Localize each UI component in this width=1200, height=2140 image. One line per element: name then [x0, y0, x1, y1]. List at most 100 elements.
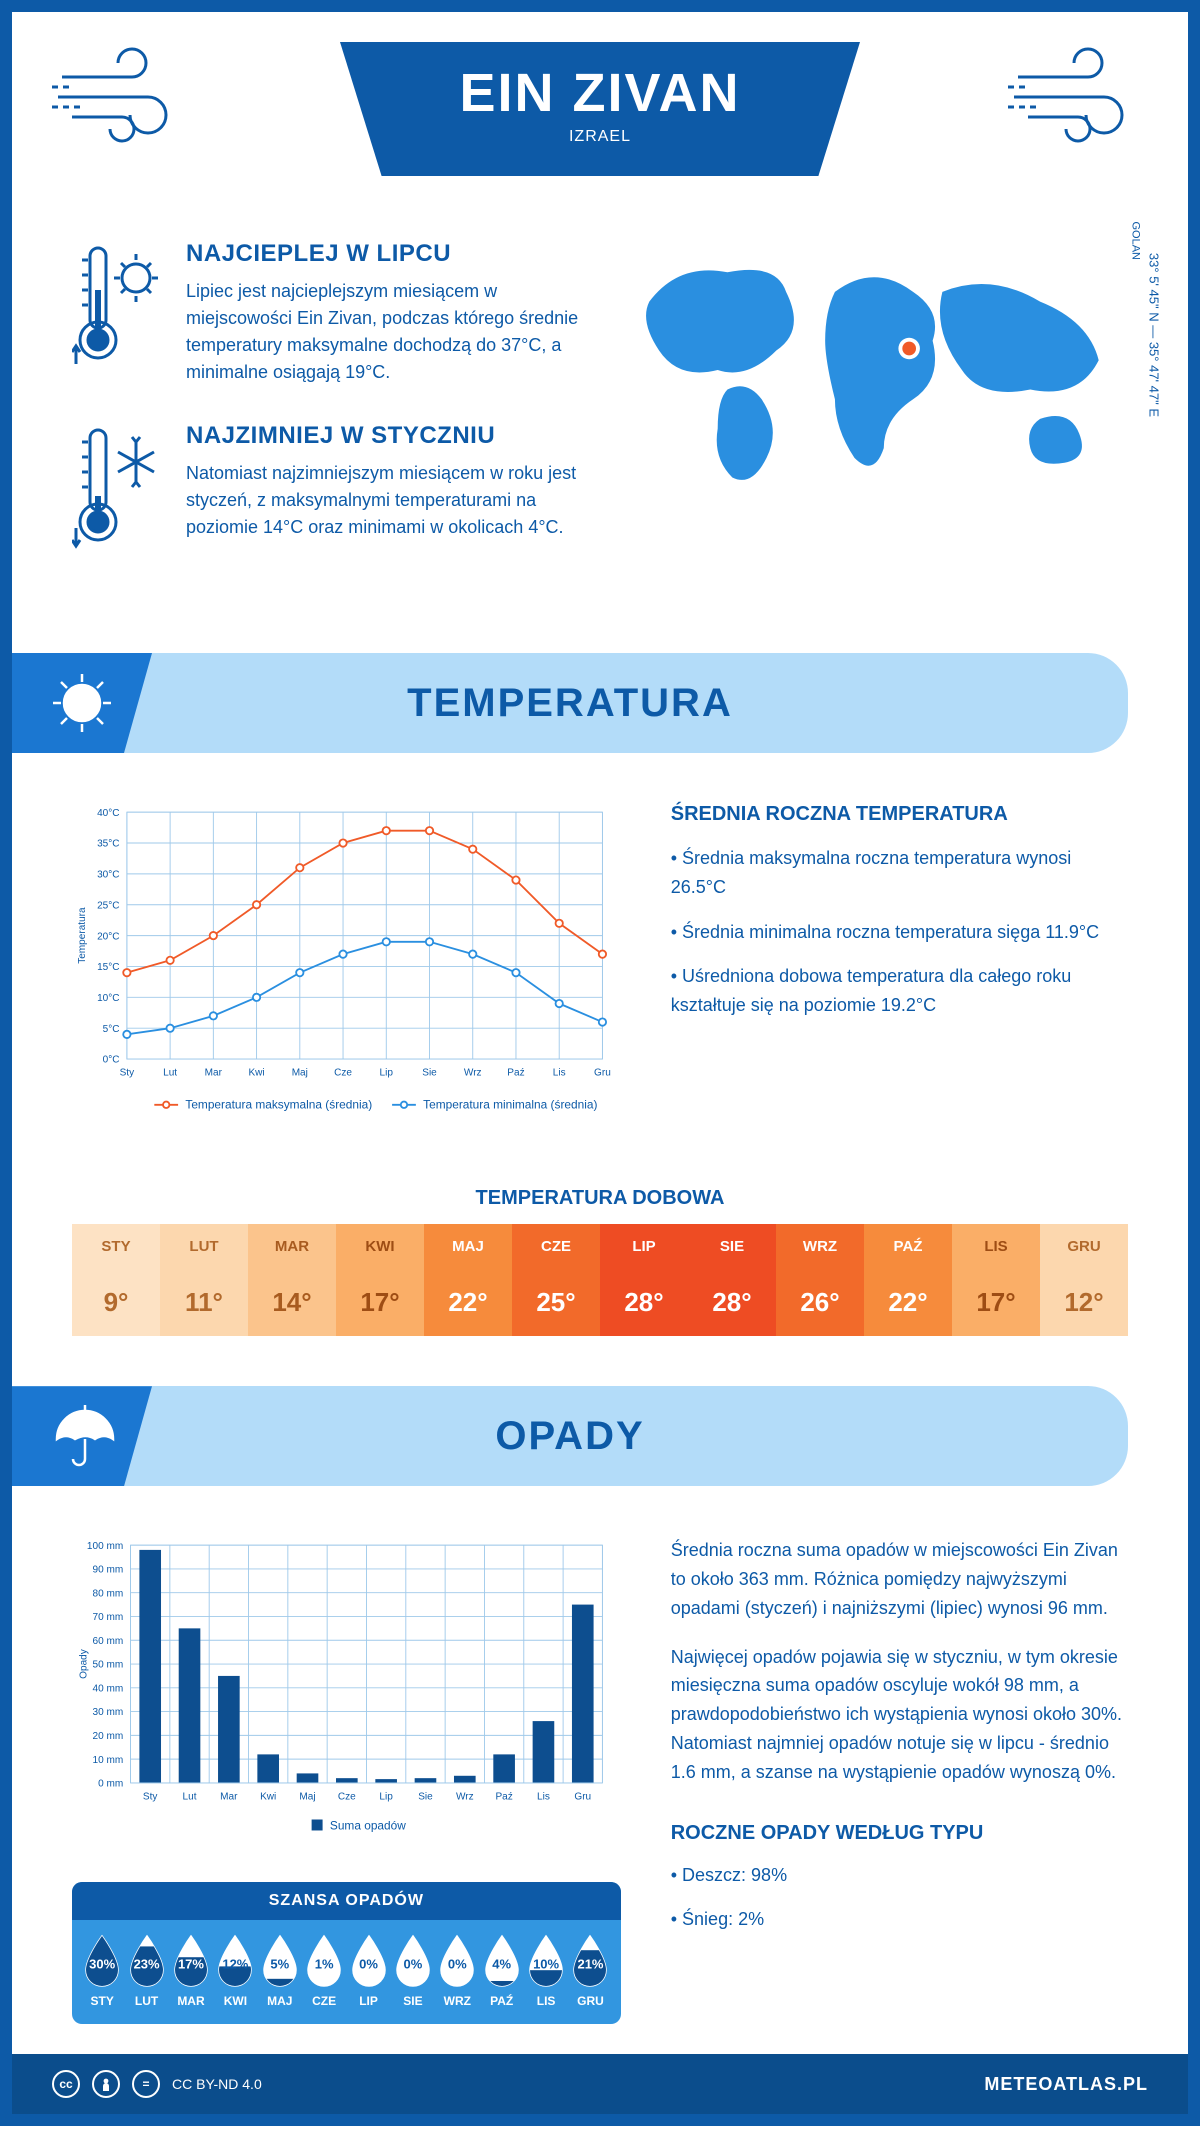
info-title: ŚREDNIA ROCZNA TEMPERATURA: [671, 803, 1128, 826]
svg-text:80 mm: 80 mm: [93, 1589, 124, 1600]
sun-icon: [12, 653, 152, 753]
fact-text: Natomiast najzimniejszym miesiącem w rok…: [186, 460, 580, 541]
chance-col: 30% STY: [80, 1934, 124, 2008]
infographic-page: EIN ZIVAN IZRAEL: [0, 0, 1200, 2126]
svg-text:Suma opadów: Suma opadów: [330, 1819, 406, 1833]
type-bullet: • Śnieg: 2%: [671, 1905, 1128, 1934]
section-title: OPADY: [495, 1414, 644, 1459]
raindrop-icon: 4%: [480, 1934, 524, 1988]
daily-month: GRU: [1040, 1224, 1128, 1269]
region-label: GOLAN: [1130, 221, 1142, 260]
chance-month: STY: [80, 1994, 124, 2008]
svg-text:0 mm: 0 mm: [98, 1779, 123, 1790]
svg-text:20 mm: 20 mm: [93, 1731, 124, 1742]
svg-text:Gru: Gru: [594, 1068, 611, 1079]
daily-value: 12°: [1040, 1269, 1128, 1336]
chance-value: 23%: [134, 1957, 160, 1972]
chance-value: 30%: [89, 1957, 115, 1972]
daily-month: SIE: [688, 1224, 776, 1269]
page-title: EIN ZIVAN: [380, 62, 820, 124]
daily-col: LUT 11°: [160, 1224, 248, 1336]
svg-text:50 mm: 50 mm: [93, 1660, 124, 1671]
svg-text:Sty: Sty: [120, 1068, 135, 1079]
svg-text:90 mm: 90 mm: [93, 1565, 124, 1576]
brand-label: METEOATLAS.PL: [984, 2074, 1148, 2095]
fact-title: NAJCIEPLEJ W LIPCU: [186, 240, 580, 268]
chance-col: 12% KWI: [213, 1934, 257, 2008]
chance-month: PAŹ: [480, 1994, 524, 2008]
svg-text:Cze: Cze: [338, 1792, 356, 1803]
chance-month: KWI: [213, 1994, 257, 2008]
daily-temp-title: TEMPERATURA DOBOWA: [12, 1187, 1188, 1210]
chance-value: 0%: [448, 1957, 467, 1972]
svg-text:Lis: Lis: [553, 1068, 566, 1079]
svg-text:30°C: 30°C: [97, 870, 119, 881]
daily-col: PAŹ 22°: [864, 1224, 952, 1336]
svg-text:Wrz: Wrz: [456, 1792, 474, 1803]
chance-col: 21% GRU: [568, 1934, 612, 2008]
raindrop-icon: 0%: [391, 1934, 435, 1988]
chance-box: SZANSA OPADÓW 30% STY 23% LUT 17% MAR: [72, 1882, 621, 2024]
daily-col: SIE 28°: [688, 1224, 776, 1336]
daily-month: KWI: [336, 1224, 424, 1269]
chance-col: 5% MAJ: [258, 1934, 302, 2008]
daily-month: LIP: [600, 1224, 688, 1269]
daily-month: PAŹ: [864, 1224, 952, 1269]
svg-text:35°C: 35°C: [97, 839, 119, 850]
daily-col: MAJ 22°: [424, 1224, 512, 1336]
chance-month: MAR: [169, 1994, 213, 2008]
chance-col: 1% CZE: [302, 1934, 346, 2008]
cc-icon: cc: [52, 2070, 80, 2098]
daily-month: MAR: [248, 1224, 336, 1269]
daily-col: LIP 28°: [600, 1224, 688, 1336]
daily-month: MAJ: [424, 1224, 512, 1269]
raindrop-icon: 10%: [524, 1934, 568, 1988]
svg-text:Lis: Lis: [537, 1792, 550, 1803]
intro-section: NAJCIEPLEJ W LIPCU Lipiec jest najcieple…: [12, 212, 1188, 633]
chance-value: 5%: [270, 1957, 289, 1972]
license-block: cc = CC BY-ND 4.0: [52, 2070, 262, 2098]
svg-text:10 mm: 10 mm: [93, 1755, 124, 1766]
fact-coldest: NAJZIMNIEJ W STYCZNIU Natomiast najzimni…: [72, 422, 580, 557]
chance-month: LUT: [124, 1994, 168, 2008]
svg-text:Mar: Mar: [205, 1068, 223, 1079]
daily-col: CZE 25°: [512, 1224, 600, 1336]
svg-text:Kwi: Kwi: [260, 1792, 276, 1803]
daily-value: 17°: [952, 1269, 1040, 1336]
daily-col: MAR 14°: [248, 1224, 336, 1336]
nd-icon: =: [132, 2070, 160, 2098]
svg-text:20°C: 20°C: [97, 931, 119, 942]
chance-value: 17%: [178, 1957, 204, 1972]
precip-paragraph: Średnia roczna suma opadów w miejscowośc…: [671, 1536, 1128, 1622]
info-bullet: • Średnia maksymalna roczna temperatura …: [671, 844, 1128, 902]
daily-col: KWI 17°: [336, 1224, 424, 1336]
chance-col: 23% LUT: [124, 1934, 168, 2008]
daily-value: 22°: [424, 1269, 512, 1336]
svg-text:40 mm: 40 mm: [93, 1684, 124, 1695]
svg-text:60 mm: 60 mm: [93, 1636, 124, 1647]
daily-value: 17°: [336, 1269, 424, 1336]
chance-month: WRZ: [435, 1994, 479, 2008]
precipitation-bar-chart: 0 mm10 mm20 mm30 mm40 mm50 mm60 mm70 mm8…: [72, 1536, 621, 1847]
svg-text:70 mm: 70 mm: [93, 1612, 124, 1623]
svg-text:Temperatura minimalna (średnia: Temperatura minimalna (średnia): [423, 1097, 597, 1111]
thermometer-snow-icon: [72, 422, 162, 557]
wind-icon: [52, 42, 192, 152]
svg-text:Temperatura: Temperatura: [77, 907, 88, 964]
raindrop-icon: 0%: [435, 1934, 479, 1988]
svg-text:0°C: 0°C: [103, 1055, 120, 1066]
daily-month: LIS: [952, 1224, 1040, 1269]
map-column: GOLAN 33° 5' 45" N — 35° 47' 47" E: [620, 240, 1128, 593]
fact-text: Lipiec jest najcieplejszym miesiącem w m…: [186, 278, 580, 386]
page-subtitle: IZRAEL: [380, 128, 820, 146]
chance-month: SIE: [391, 1994, 435, 2008]
chance-col: 17% MAR: [169, 1934, 213, 2008]
world-map-icon: [620, 240, 1128, 500]
svg-text:5°C: 5°C: [103, 1024, 120, 1035]
daily-value: 11°: [160, 1269, 248, 1336]
raindrop-icon: 5%: [258, 1934, 302, 1988]
raindrop-icon: 21%: [568, 1934, 612, 1988]
section-header-temperature: TEMPERATURA: [12, 653, 1128, 753]
chance-month: CZE: [302, 1994, 346, 2008]
svg-text:25°C: 25°C: [97, 900, 119, 911]
